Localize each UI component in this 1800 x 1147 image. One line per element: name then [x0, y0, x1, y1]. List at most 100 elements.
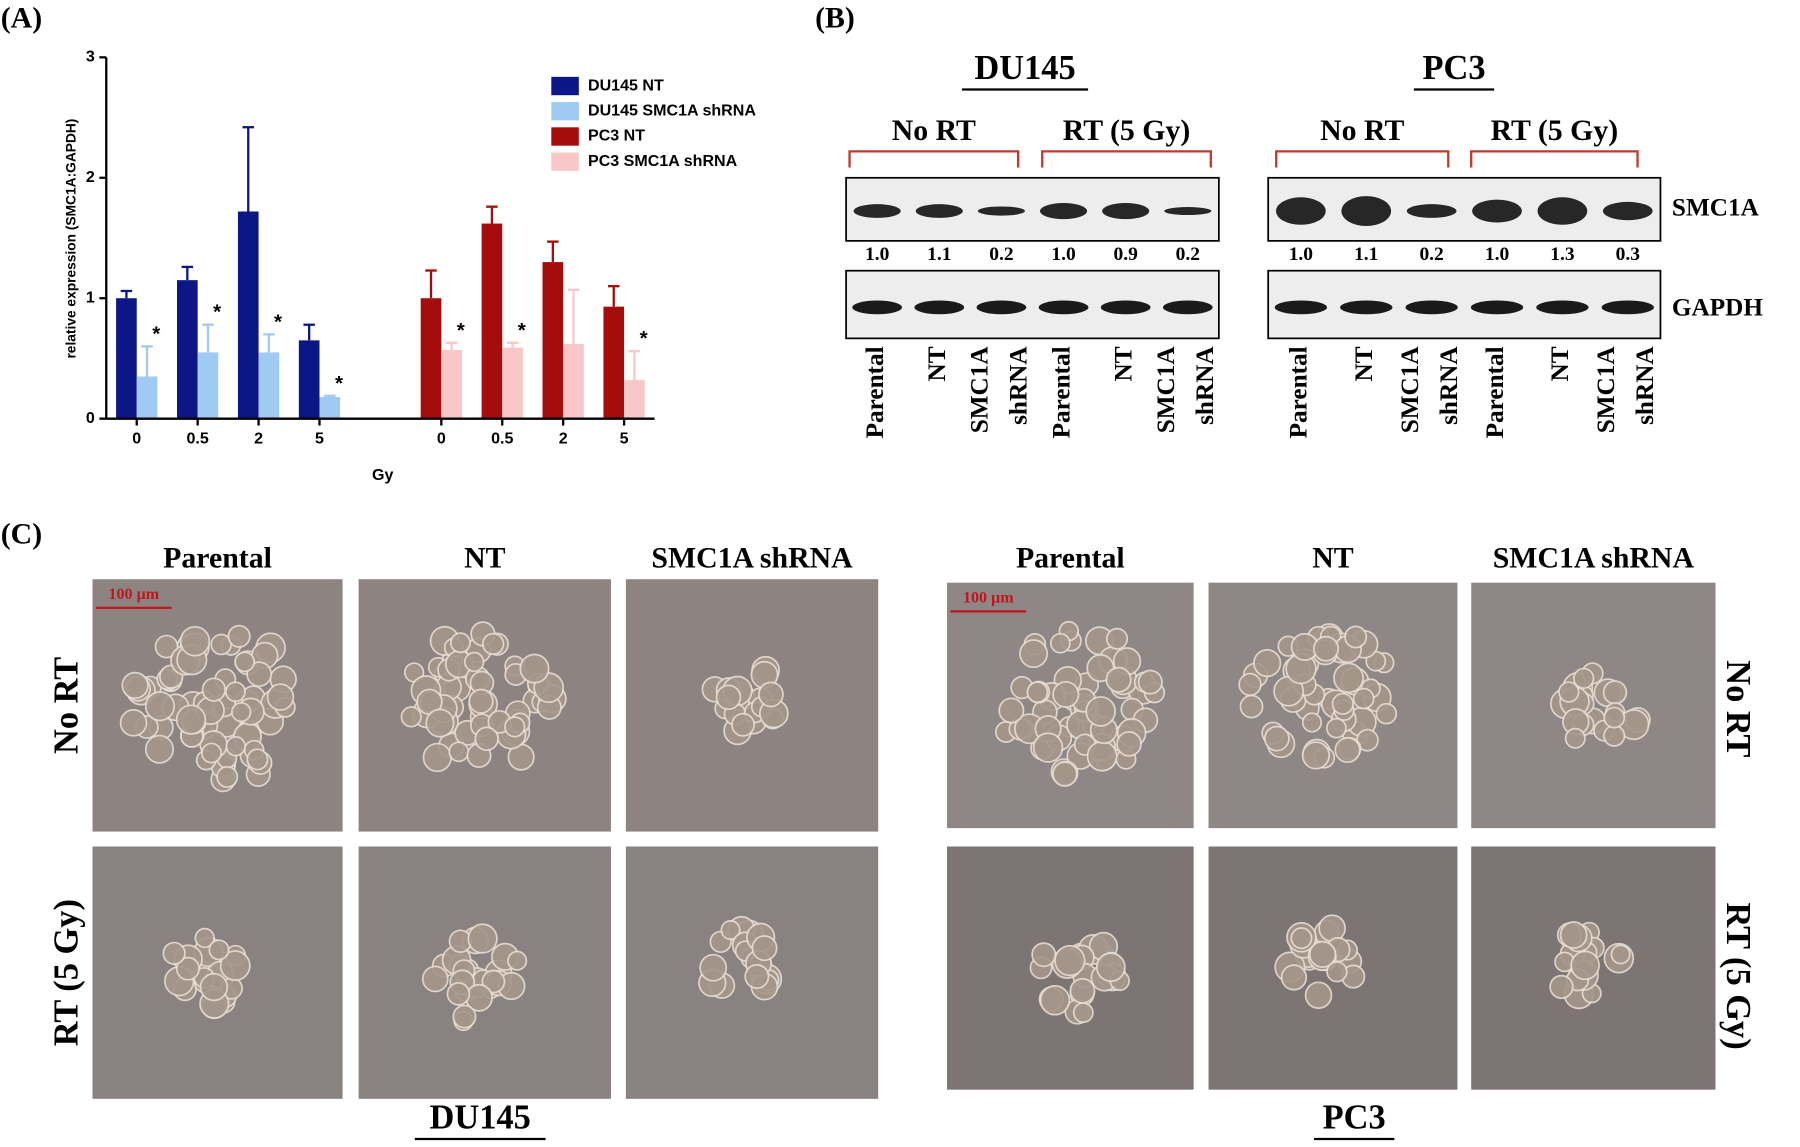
- significance-star: *: [152, 322, 160, 345]
- cell: [758, 681, 784, 708]
- cell: [481, 632, 505, 656]
- cell: [1105, 666, 1132, 693]
- quantification: 1.1: [1354, 244, 1378, 265]
- cell: [1564, 727, 1586, 749]
- cell: [234, 651, 256, 673]
- cell: [1313, 635, 1339, 662]
- lane-label: NT: [1547, 346, 1574, 381]
- cell: [504, 716, 526, 738]
- cell: [1333, 662, 1364, 694]
- row-label: RT (5 Gy): [1719, 902, 1757, 1049]
- cell: [179, 625, 211, 657]
- cell: [162, 941, 186, 965]
- cell: [1334, 736, 1361, 764]
- blot-gapdh: [845, 269, 1220, 340]
- bar: [441, 350, 462, 419]
- x-tick-label: 0.5: [491, 430, 513, 448]
- cell: [1095, 952, 1126, 983]
- bar: [563, 343, 584, 419]
- cell: [1603, 706, 1626, 729]
- band: [1601, 300, 1654, 315]
- quantification: 1.0: [1051, 244, 1075, 265]
- cell: [1558, 681, 1580, 703]
- cell: [446, 982, 471, 1006]
- cell: [1049, 632, 1071, 654]
- bar: [116, 298, 137, 419]
- lane-label: shRNA: [1006, 346, 1033, 425]
- cell: [144, 734, 174, 764]
- cell: [998, 697, 1025, 724]
- cell-line-label: DU145: [430, 1099, 531, 1137]
- lane-label: SMC1A: [967, 346, 994, 434]
- cell: [1375, 702, 1398, 725]
- cell: [1052, 761, 1078, 787]
- panel-label: (C): [1, 518, 42, 551]
- cell: [227, 624, 251, 648]
- cell: [1026, 681, 1049, 704]
- blot-smc1a: [845, 176, 1220, 242]
- cell: [1602, 680, 1628, 705]
- bar: [177, 280, 198, 419]
- cell: [1559, 921, 1588, 949]
- cell: [1239, 694, 1264, 719]
- condition-bracket: [1275, 150, 1450, 168]
- cell: [1032, 732, 1064, 763]
- cell: [266, 683, 295, 711]
- bar: [298, 340, 320, 419]
- protein-label: SMC1A: [1672, 195, 1760, 222]
- lane-label: SMC1A: [1153, 346, 1180, 434]
- band: [915, 204, 963, 218]
- cell: [1238, 672, 1262, 697]
- bar: [502, 347, 523, 419]
- condition-label: No RT: [892, 114, 976, 147]
- quantification: 0.2: [1176, 244, 1200, 265]
- scale-bar-label: 100 µm: [963, 589, 1014, 606]
- lane-label: NT: [924, 346, 951, 381]
- quantification: 0.9: [1113, 244, 1138, 265]
- x-tick-label: 2: [254, 430, 263, 448]
- cell: [1290, 927, 1313, 950]
- x-tick-label: 5: [620, 430, 629, 448]
- cell: [231, 701, 252, 723]
- band: [1340, 300, 1393, 315]
- y-tick-label: 3: [86, 48, 95, 66]
- cell: [1137, 669, 1163, 695]
- cell: [1072, 1002, 1094, 1024]
- cell: [467, 923, 498, 954]
- cell: [1105, 627, 1129, 650]
- cell: [1054, 944, 1086, 977]
- blot-title: PC3: [1422, 49, 1485, 87]
- band: [976, 300, 1027, 315]
- cell: [1308, 940, 1337, 969]
- band: [1537, 197, 1588, 225]
- cell: [201, 677, 227, 702]
- column-header: NT: [1312, 542, 1354, 575]
- cell: [1318, 914, 1346, 943]
- cell: [1052, 680, 1080, 709]
- band: [1536, 300, 1589, 315]
- cell: [1301, 712, 1323, 733]
- significance-star: *: [640, 327, 648, 350]
- cell: [1304, 981, 1333, 1009]
- significance-star: *: [457, 319, 465, 342]
- cell: [468, 688, 494, 714]
- band: [852, 300, 903, 315]
- blot-gapdh: [1267, 269, 1662, 340]
- bar: [319, 396, 341, 419]
- lane-label: NT: [1110, 346, 1137, 381]
- cell: [452, 1004, 477, 1029]
- row-label: No RT: [47, 657, 85, 754]
- cell: [1326, 717, 1347, 739]
- legend-label: PC3 SMC1A shRNA: [588, 152, 738, 170]
- cell: [731, 712, 756, 737]
- protein-label: GAPDH: [1672, 294, 1763, 321]
- cell: [744, 963, 770, 989]
- cell: [1116, 731, 1142, 757]
- row-label: RT (5 Gy): [47, 899, 85, 1046]
- legend-swatch: [551, 102, 579, 121]
- condition-bracket: [1041, 150, 1212, 168]
- legend-swatch: [551, 152, 579, 171]
- cell: [1085, 696, 1116, 727]
